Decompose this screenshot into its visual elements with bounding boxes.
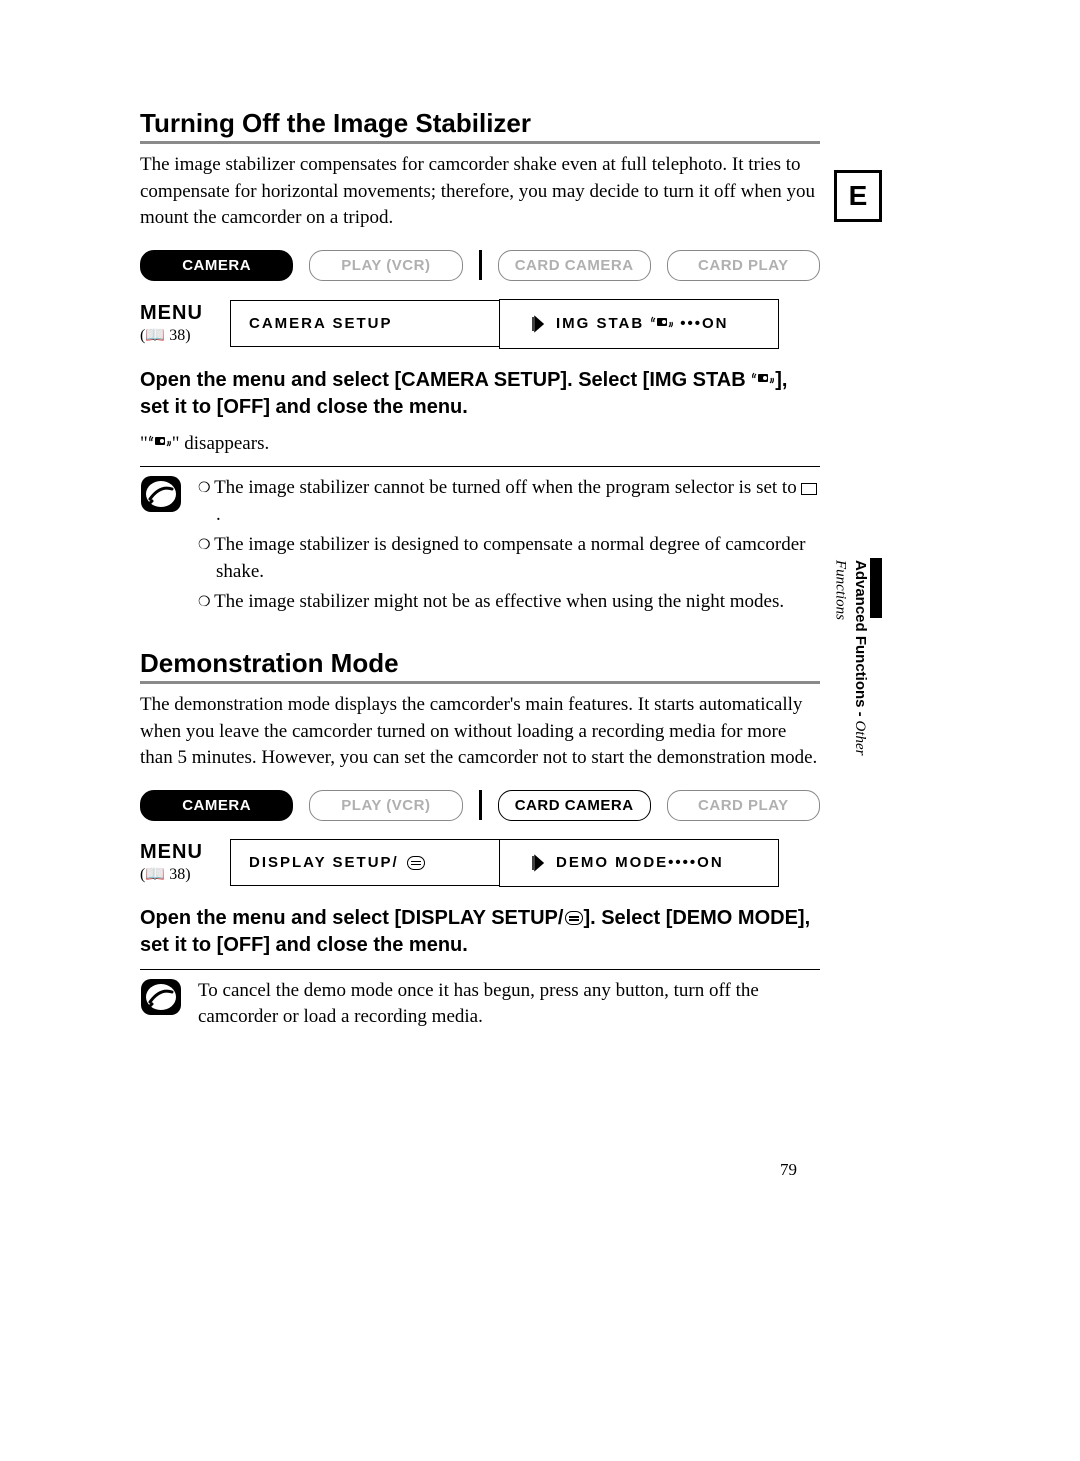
stabilizer-mode-row: CAMERA PLAY (VCR) CARD CAMERA CARD PLAY [140, 250, 820, 281]
note-item: The image stabilizer might not be as eff… [198, 589, 820, 616]
menu-path-1: DISPLAY SETUP/ [230, 839, 500, 886]
stabilizer-icon [751, 367, 775, 394]
menu-label: MENU (📖 38) [140, 841, 230, 884]
page-content: Turning Off the Image Stabilizer The ima… [140, 108, 820, 1031]
section-title-stabilizer: Turning Off the Image Stabilizer [140, 108, 820, 144]
mode-camera: CAMERA [140, 790, 293, 821]
demo-notes: To cancel the demo mode once it has begu… [140, 969, 820, 1031]
stabilizer-icon [148, 431, 172, 458]
side-label: Advanced Functions - Other Functions [830, 560, 870, 760]
note-list: The image stabilizer cannot be turned of… [198, 475, 820, 620]
demo-mode-row: CAMERA PLAY (VCR) CARD CAMERA CARD PLAY [140, 790, 820, 821]
side-marker [870, 558, 882, 618]
note-item: The image stabilizer is designed to comp… [198, 532, 820, 585]
menu-path-2: IMG STAB •••ON [499, 299, 779, 349]
mode-card-camera: CARD CAMERA [498, 250, 651, 281]
arrow-icon [528, 854, 548, 872]
demo-instruction: Open the menu and select [DISPLAY SETUP/… [140, 905, 820, 959]
mode-card-play: CARD PLAY [667, 790, 820, 821]
box-icon [801, 483, 817, 495]
stabilizer-notes: The image stabilizer cannot be turned of… [140, 466, 820, 620]
page-number: 79 [780, 1160, 797, 1180]
mode-card-play: CARD PLAY [667, 250, 820, 281]
mode-card-camera: CARD CAMERA [498, 790, 651, 821]
stabilizer-disappears: " " disappears. [140, 431, 820, 458]
note-item: The image stabilizer cannot be turned of… [198, 475, 820, 528]
mode-play-vcr: PLAY (VCR) [309, 790, 462, 821]
note-icon [140, 475, 184, 620]
section-title-demo: Demonstration Mode [140, 648, 820, 684]
language-tab: E [834, 170, 882, 222]
arrow-icon [528, 315, 548, 333]
stabilizer-menu-row: MENU (📖 38) CAMERA SETUP IMG STAB •••ON [140, 299, 820, 349]
demo-menu-row: MENU (📖 38) DISPLAY SETUP/ DEMO MODE••••… [140, 839, 820, 887]
stabilizer-body: The image stabilizer compensates for cam… [140, 152, 820, 232]
display-icon [565, 911, 583, 925]
demo-body: The demonstration mode displays the camc… [140, 692, 820, 772]
mode-play-vcr: PLAY (VCR) [309, 250, 462, 281]
menu-path-2: DEMO MODE••••ON [499, 839, 779, 887]
stabilizer-instruction: Open the menu and select [CAMERA SETUP].… [140, 367, 820, 421]
menu-label: MENU (📖 38) [140, 302, 230, 345]
mode-camera: CAMERA [140, 250, 293, 281]
stabilizer-icon [650, 314, 674, 334]
note-body: To cancel the demo mode once it has begu… [198, 978, 820, 1031]
mode-separator [479, 250, 482, 280]
menu-path-1: CAMERA SETUP [230, 300, 500, 347]
display-icon [407, 856, 425, 870]
note-icon [140, 978, 184, 1031]
mode-separator [479, 790, 482, 820]
